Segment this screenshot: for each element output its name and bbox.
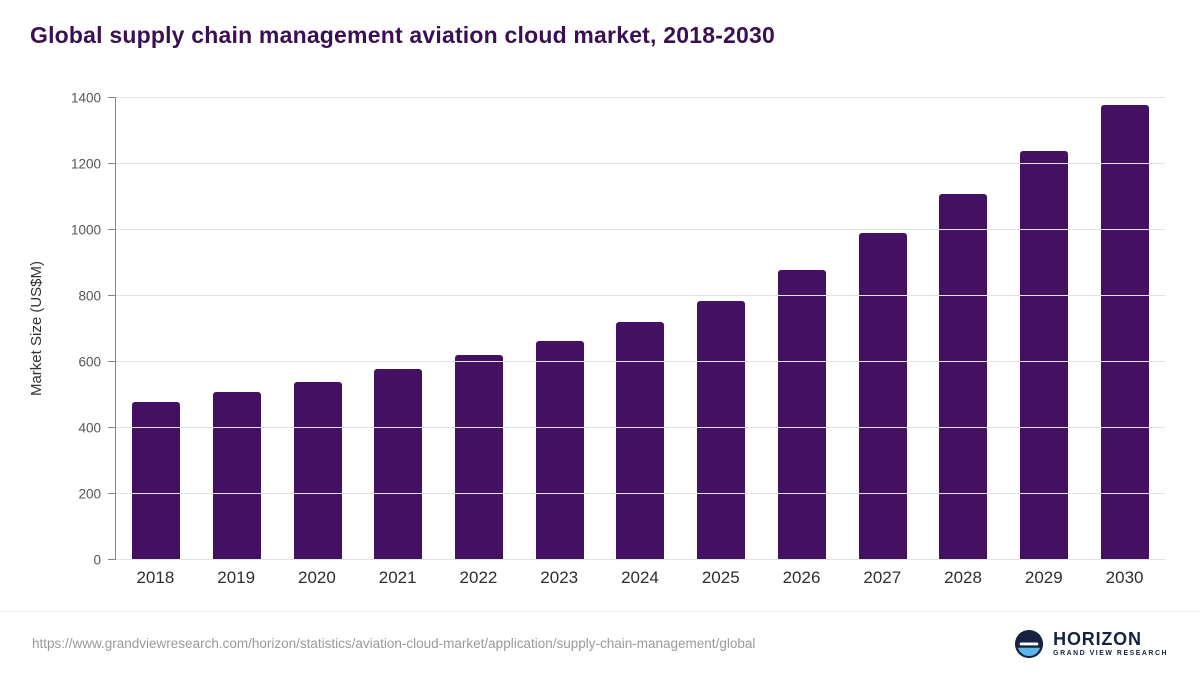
- gridline: [116, 361, 1165, 362]
- footer: https://www.grandviewresearch.com/horizo…: [0, 611, 1200, 675]
- bar-2022: [455, 355, 504, 560]
- bar-2027: [858, 233, 907, 560]
- x-tick-label: 2029: [1024, 568, 1063, 587]
- bar-2030: [1100, 104, 1149, 560]
- gridline: [116, 493, 1165, 494]
- bar-slot: [358, 98, 439, 560]
- x-tick-label: 2018: [136, 568, 175, 587]
- y-tickmark: [108, 426, 116, 428]
- y-tickmark: [108, 162, 116, 164]
- bar-slot: [116, 98, 197, 560]
- bar-slot: [519, 98, 600, 560]
- x-tick-label: 2026: [782, 568, 821, 587]
- bar-slot: [439, 98, 520, 560]
- y-tick-label: 600: [78, 354, 101, 370]
- x-tick-label: 2020: [298, 568, 336, 587]
- source-url: https://www.grandviewresearch.com/horizo…: [32, 636, 756, 651]
- logo-text: HORIZON GRAND VIEW RESEARCH: [1053, 630, 1168, 657]
- bar-slot: [762, 98, 843, 560]
- bar-2023: [535, 340, 584, 560]
- x-tick-label: 2025: [701, 568, 740, 587]
- x-tick-label: 2030: [1105, 568, 1144, 587]
- gridline: [116, 97, 1165, 98]
- y-tickmark: [108, 558, 116, 560]
- bar-slot: [681, 98, 762, 560]
- bar-series: [116, 98, 1165, 560]
- x-tick-label: 2027: [863, 568, 902, 587]
- y-tickmark: [108, 294, 116, 296]
- bar-slot: [197, 98, 278, 560]
- bar-slot: [842, 98, 923, 560]
- bar-2025: [697, 300, 746, 560]
- y-tick-label: 0: [93, 552, 101, 568]
- gridline: [116, 427, 1165, 428]
- y-tick-label: 1200: [70, 156, 101, 172]
- y-tick-label: 400: [78, 420, 101, 436]
- horizon-logo-icon: [1015, 629, 1044, 658]
- y-axis-ticks: 0 200 400 600 800 1000 1200 1400: [55, 91, 107, 568]
- bar-2018: [132, 401, 181, 560]
- y-tick-label: 1000: [70, 222, 101, 238]
- bar-slot: [277, 98, 358, 560]
- plot-area: [108, 96, 1165, 560]
- y-tick-label: 800: [78, 288, 101, 304]
- bar-2028: [939, 193, 988, 560]
- x-tick-label: 2028: [944, 568, 982, 587]
- x-tick-label: 2023: [540, 568, 579, 587]
- y-tick-label: 1400: [70, 90, 101, 106]
- gridline: [116, 229, 1165, 230]
- y-axis-label: Market Size (US$M): [26, 98, 46, 560]
- y-tickmark: [108, 492, 116, 494]
- y-axis-label-text: Market Size (US$M): [27, 261, 45, 397]
- x-tick-label: 2024: [621, 568, 659, 587]
- gridline: [116, 295, 1165, 296]
- bar-2026: [777, 269, 826, 560]
- bar-slot: [600, 98, 681, 560]
- x-tick-label: 2019: [217, 568, 256, 587]
- gridline: [116, 559, 1165, 560]
- y-tick-label: 200: [78, 486, 101, 502]
- y-tickmark: [108, 360, 116, 362]
- x-tick-label: 2022: [459, 568, 498, 587]
- gridline: [116, 163, 1165, 164]
- y-tickmark: [108, 228, 116, 230]
- chart-title: Global supply chain management aviation …: [30, 22, 776, 48]
- horizon-logo: HORIZON GRAND VIEW RESEARCH: [1014, 629, 1168, 659]
- bar-2029: [1019, 150, 1068, 560]
- x-axis-labels: 2018 2019 2020 2021 2022 2023 2024 2025 2026 2027…: [115, 568, 1165, 588]
- bar-2020: [293, 381, 342, 560]
- bar-2024: [616, 322, 665, 560]
- x-tick-label: 2021: [378, 568, 417, 587]
- bar-2021: [374, 368, 423, 560]
- bar-slot: [1004, 98, 1085, 560]
- logo-title: HORIZON: [1053, 629, 1142, 650]
- bar-slot: [923, 98, 1004, 560]
- logo-subtitle: GRAND VIEW RESEARCH: [1053, 649, 1168, 657]
- y-tickmark: [108, 96, 116, 98]
- bar-slot: [1084, 98, 1165, 560]
- bar-2019: [213, 391, 262, 560]
